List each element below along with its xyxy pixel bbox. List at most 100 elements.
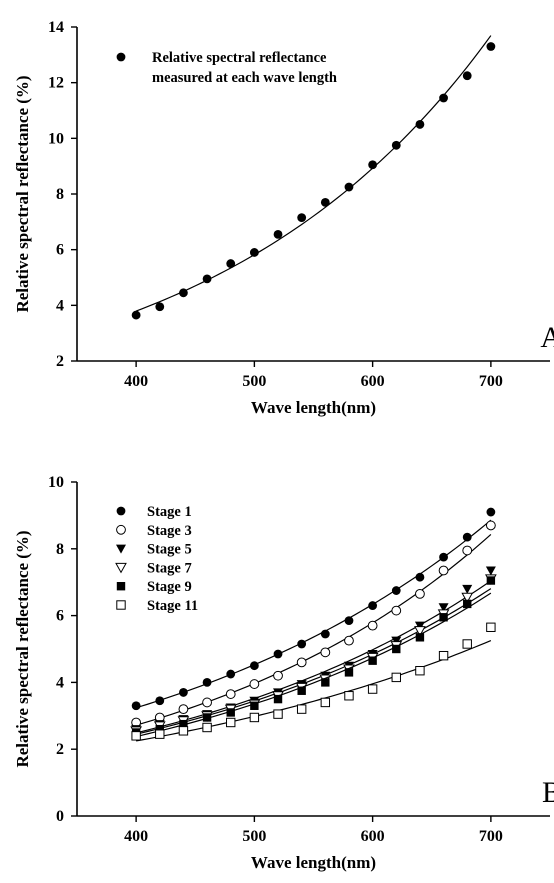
legend-label: Relative spectral reflectance (152, 50, 327, 66)
legend-marker (116, 582, 126, 591)
series-relative-spectral-reflectance-measured-at-each-wave-length (131, 35, 496, 320)
y-axis-title: Relative spectral reflectance (%) (13, 75, 32, 312)
data-point (438, 650, 449, 661)
data-point (155, 729, 165, 739)
data-point (320, 647, 331, 658)
data-point (273, 670, 283, 681)
data-point (391, 672, 401, 683)
fit-curve (135, 35, 492, 312)
x-tick-label: 500 (242, 373, 266, 390)
data-point (131, 310, 141, 320)
data-point (249, 679, 260, 689)
y-tick-label: 4 (56, 674, 64, 691)
legend-label: Stage 7 (147, 560, 192, 576)
data-point (320, 197, 330, 207)
data-point (202, 697, 212, 708)
data-point (226, 669, 236, 679)
data-point (486, 507, 496, 517)
data-point (486, 622, 496, 632)
panel-b: 400 500 600 700 0 2 4 6 8 10 Wave length(nm) Relati… (13, 474, 554, 872)
x-tick-label: 600 (361, 373, 385, 390)
data-point (131, 701, 141, 711)
fit-curve (135, 533, 492, 726)
data-point (226, 259, 236, 268)
data-point (415, 666, 425, 676)
data-point (296, 704, 307, 714)
fit-curve (135, 588, 492, 735)
legend-label: Stage 5 (147, 542, 192, 558)
data-point (273, 709, 283, 719)
y-tick-label: 8 (56, 186, 64, 203)
data-point (462, 639, 472, 649)
data-point (344, 691, 354, 701)
y-tick-label: 0 (56, 808, 64, 825)
data-point (226, 708, 235, 717)
data-point (415, 120, 425, 129)
x-tick-label: 700 (479, 373, 503, 390)
y-tick-label: 10 (48, 130, 64, 147)
data-point (202, 274, 212, 284)
y-tick-label: 6 (56, 608, 64, 625)
data-point (368, 160, 378, 170)
data-point (321, 678, 330, 687)
data-point (202, 713, 212, 722)
data-point (439, 552, 448, 562)
legend: Relative spectral reflectance measured at… (116, 50, 337, 86)
data-point (344, 635, 354, 646)
data-point (462, 71, 472, 81)
data-point (414, 626, 426, 637)
legend-label: Stage 9 (147, 579, 192, 595)
legend-marker (116, 524, 126, 535)
data-point (273, 694, 283, 704)
y-tick-label: 12 (48, 75, 64, 92)
fit-curve (135, 580, 492, 734)
data-point (297, 213, 307, 223)
legend-label: Stage 1 (147, 504, 192, 520)
data-point (179, 719, 188, 729)
data-point (178, 726, 189, 736)
x-axis-title: Wave length(nm) (251, 853, 376, 872)
data-point (131, 731, 141, 741)
data-point (415, 633, 425, 642)
y-axis-title: Relative spectral reflectance (%) (13, 530, 32, 767)
panel-label: A (540, 321, 554, 354)
data-point (415, 588, 425, 599)
data-point (439, 613, 448, 622)
legend-marker (116, 52, 126, 62)
data-point (486, 576, 496, 585)
x-tick-label: 700 (479, 828, 503, 845)
y-tick-label: 8 (56, 541, 64, 558)
data-point (391, 586, 401, 595)
data-point (250, 701, 259, 710)
data-point (179, 288, 188, 298)
data-point (391, 140, 401, 150)
legend-marker (115, 562, 127, 574)
data-point (155, 696, 165, 706)
data-point (202, 722, 212, 733)
data-point (297, 639, 307, 649)
panel-a: 400 500 600 700 2 4 6 8 10 12 14 Wave length(nm) Rel… (13, 19, 554, 417)
x-tick-label: 500 (242, 828, 266, 845)
y-tick-label: 14 (48, 19, 64, 36)
data-point (462, 584, 473, 594)
data-point (368, 601, 378, 610)
data-point (461, 592, 474, 604)
data-point (178, 704, 189, 715)
series-stage-11 (131, 622, 496, 742)
legend-label: measured at each wave length (152, 70, 337, 86)
fit-curve (135, 592, 492, 738)
data-point (344, 616, 354, 626)
series-stage-3 (131, 520, 496, 728)
data-point (438, 565, 449, 576)
data-point (391, 636, 402, 646)
x-tick-label: 400 (124, 373, 148, 390)
legend-label: Stage 11 (147, 598, 198, 614)
data-point (202, 678, 212, 687)
data-point (344, 182, 354, 192)
data-point (392, 644, 401, 654)
data-point (439, 93, 448, 103)
legend: Stage 1 Stage 3 Stage 5 Stage 7 Stage 9 Stage… (115, 504, 198, 614)
data-point (368, 656, 377, 665)
y-tick-label: 2 (56, 741, 64, 758)
data-point (297, 686, 306, 695)
